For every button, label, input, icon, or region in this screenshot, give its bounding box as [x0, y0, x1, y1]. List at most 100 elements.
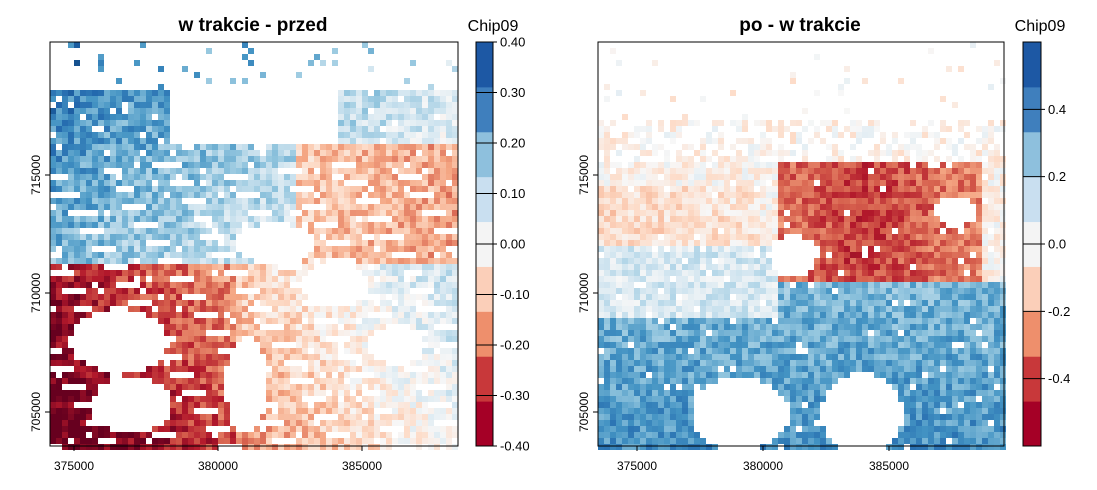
raster-cell	[188, 312, 194, 318]
raster-cell	[616, 90, 622, 96]
raster-cell	[760, 264, 766, 270]
raster-cell	[868, 300, 874, 306]
raster-cell	[748, 252, 754, 258]
raster-cell	[188, 240, 194, 246]
raster-cell	[874, 186, 880, 192]
raster-cell	[230, 192, 236, 198]
raster-cell	[640, 288, 646, 294]
raster-cell	[356, 300, 362, 306]
raster-cell	[892, 186, 898, 192]
raster-cell	[1000, 306, 1006, 312]
raster-cell	[230, 168, 236, 174]
raster-cell	[332, 354, 338, 360]
raster-cell	[98, 258, 104, 264]
raster-cell	[68, 348, 74, 354]
raster-cell	[446, 414, 452, 420]
raster-cell	[158, 288, 164, 294]
raster-cell	[622, 324, 628, 330]
raster-cell	[302, 144, 308, 150]
raster-cell	[206, 420, 212, 426]
raster-cell	[634, 276, 640, 282]
raster-cell	[988, 300, 994, 306]
raster-cell	[398, 240, 404, 246]
raster-cell	[886, 150, 892, 156]
raster-cell	[440, 396, 446, 402]
raster-cell	[970, 42, 976, 48]
raster-cell	[982, 138, 988, 144]
raster-cell	[104, 162, 110, 168]
raster-cell	[386, 306, 392, 312]
raster-cell	[802, 216, 808, 222]
raster-cell	[682, 168, 688, 174]
raster-cell	[748, 258, 754, 264]
raster-cell	[446, 90, 452, 96]
raster-cell	[440, 186, 446, 192]
raster-cell	[68, 324, 74, 330]
raster-cell	[278, 354, 284, 360]
raster-cell	[892, 318, 898, 324]
raster-cell	[640, 90, 646, 96]
raster-cell	[308, 174, 314, 180]
raster-cell	[284, 378, 290, 384]
raster-cell	[254, 216, 260, 222]
raster-cell	[332, 342, 338, 348]
raster-cell	[868, 120, 874, 126]
raster-cell	[742, 120, 748, 126]
raster-cell	[218, 312, 224, 318]
raster-cell	[170, 444, 176, 450]
raster-cell	[374, 324, 380, 330]
raster-cell	[230, 300, 236, 306]
raster-cell	[598, 330, 604, 336]
raster-cell	[152, 204, 158, 210]
raster-cell	[772, 228, 778, 234]
raster-cell	[940, 168, 946, 174]
raster-cell	[910, 222, 916, 228]
legend-tick-label: 0.00	[500, 237, 525, 252]
raster-cell	[886, 282, 892, 288]
raster-cell	[700, 252, 706, 258]
raster-cell	[742, 216, 748, 222]
raster-cell	[610, 204, 616, 210]
raster-cell	[820, 180, 826, 186]
raster-cell	[266, 300, 272, 306]
raster-cell	[74, 390, 80, 396]
raster-cell	[206, 282, 212, 288]
raster-cell	[104, 96, 110, 102]
raster-cell	[98, 282, 104, 288]
raster-cell	[302, 420, 308, 426]
raster-cell	[242, 318, 248, 324]
raster-cell	[392, 390, 398, 396]
raster-cell	[664, 174, 670, 180]
raster-cell	[230, 306, 236, 312]
raster-cell	[446, 270, 452, 276]
raster-cell	[134, 210, 140, 216]
raster-cell	[604, 336, 610, 342]
raster-cell	[152, 210, 158, 216]
raster-cell	[874, 258, 880, 264]
raster-cell	[658, 228, 664, 234]
raster-cell	[658, 240, 664, 246]
raster-cell	[74, 114, 80, 120]
raster-cell	[146, 180, 152, 186]
raster-cell	[152, 294, 158, 300]
raster-cell	[874, 276, 880, 282]
raster-cell	[898, 174, 904, 180]
raster-cell	[320, 384, 326, 390]
raster-cell	[338, 192, 344, 198]
raster-cell	[308, 156, 314, 162]
raster-cell	[712, 126, 718, 132]
raster-cell	[56, 168, 62, 174]
raster-cell	[188, 216, 194, 222]
raster-cell	[982, 144, 988, 150]
raster-cell	[916, 222, 922, 228]
raster-cell	[344, 114, 350, 120]
raster-cell	[790, 306, 796, 312]
raster-cell	[338, 114, 344, 120]
raster-cell	[182, 216, 188, 222]
raster-cell	[958, 312, 964, 318]
raster-cell	[904, 324, 910, 330]
raster-cell	[928, 264, 934, 270]
raster-cell	[676, 330, 682, 336]
raster-cell	[688, 222, 694, 228]
raster-cell	[700, 330, 706, 336]
